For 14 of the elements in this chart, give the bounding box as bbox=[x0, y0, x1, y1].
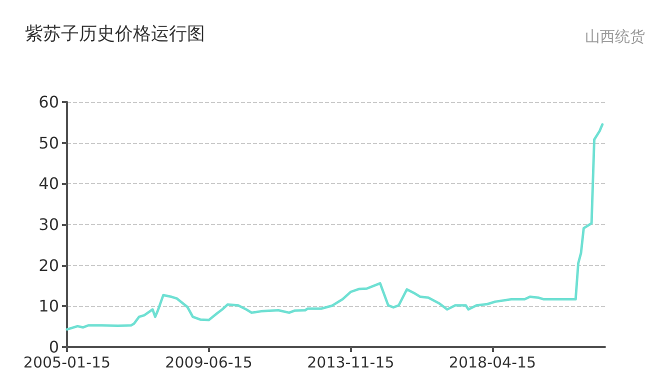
x-tick-label: 2009-06-15 bbox=[165, 354, 252, 372]
y-tick-label: 60 bbox=[38, 92, 59, 112]
line-series bbox=[66, 123, 604, 331]
y-tick-label: 40 bbox=[38, 174, 59, 194]
x-tick-label: 2005-01-15 bbox=[23, 354, 111, 372]
y-tick-label: 30 bbox=[38, 215, 59, 234]
y-tick-label: 10 bbox=[38, 296, 59, 316]
x-tick-label: 2013-11-15 bbox=[307, 354, 394, 372]
chart-title: 紫苏子历史价格运行图 bbox=[25, 24, 205, 44]
y-tick-label: 20 bbox=[38, 256, 59, 275]
y-tick-label: 0 bbox=[48, 338, 59, 356]
y-tick-label: 50 bbox=[38, 133, 59, 152]
x-tick-label: 2018-04-15 bbox=[448, 354, 536, 372]
chart-subtitle: 山西统货 bbox=[585, 28, 645, 46]
